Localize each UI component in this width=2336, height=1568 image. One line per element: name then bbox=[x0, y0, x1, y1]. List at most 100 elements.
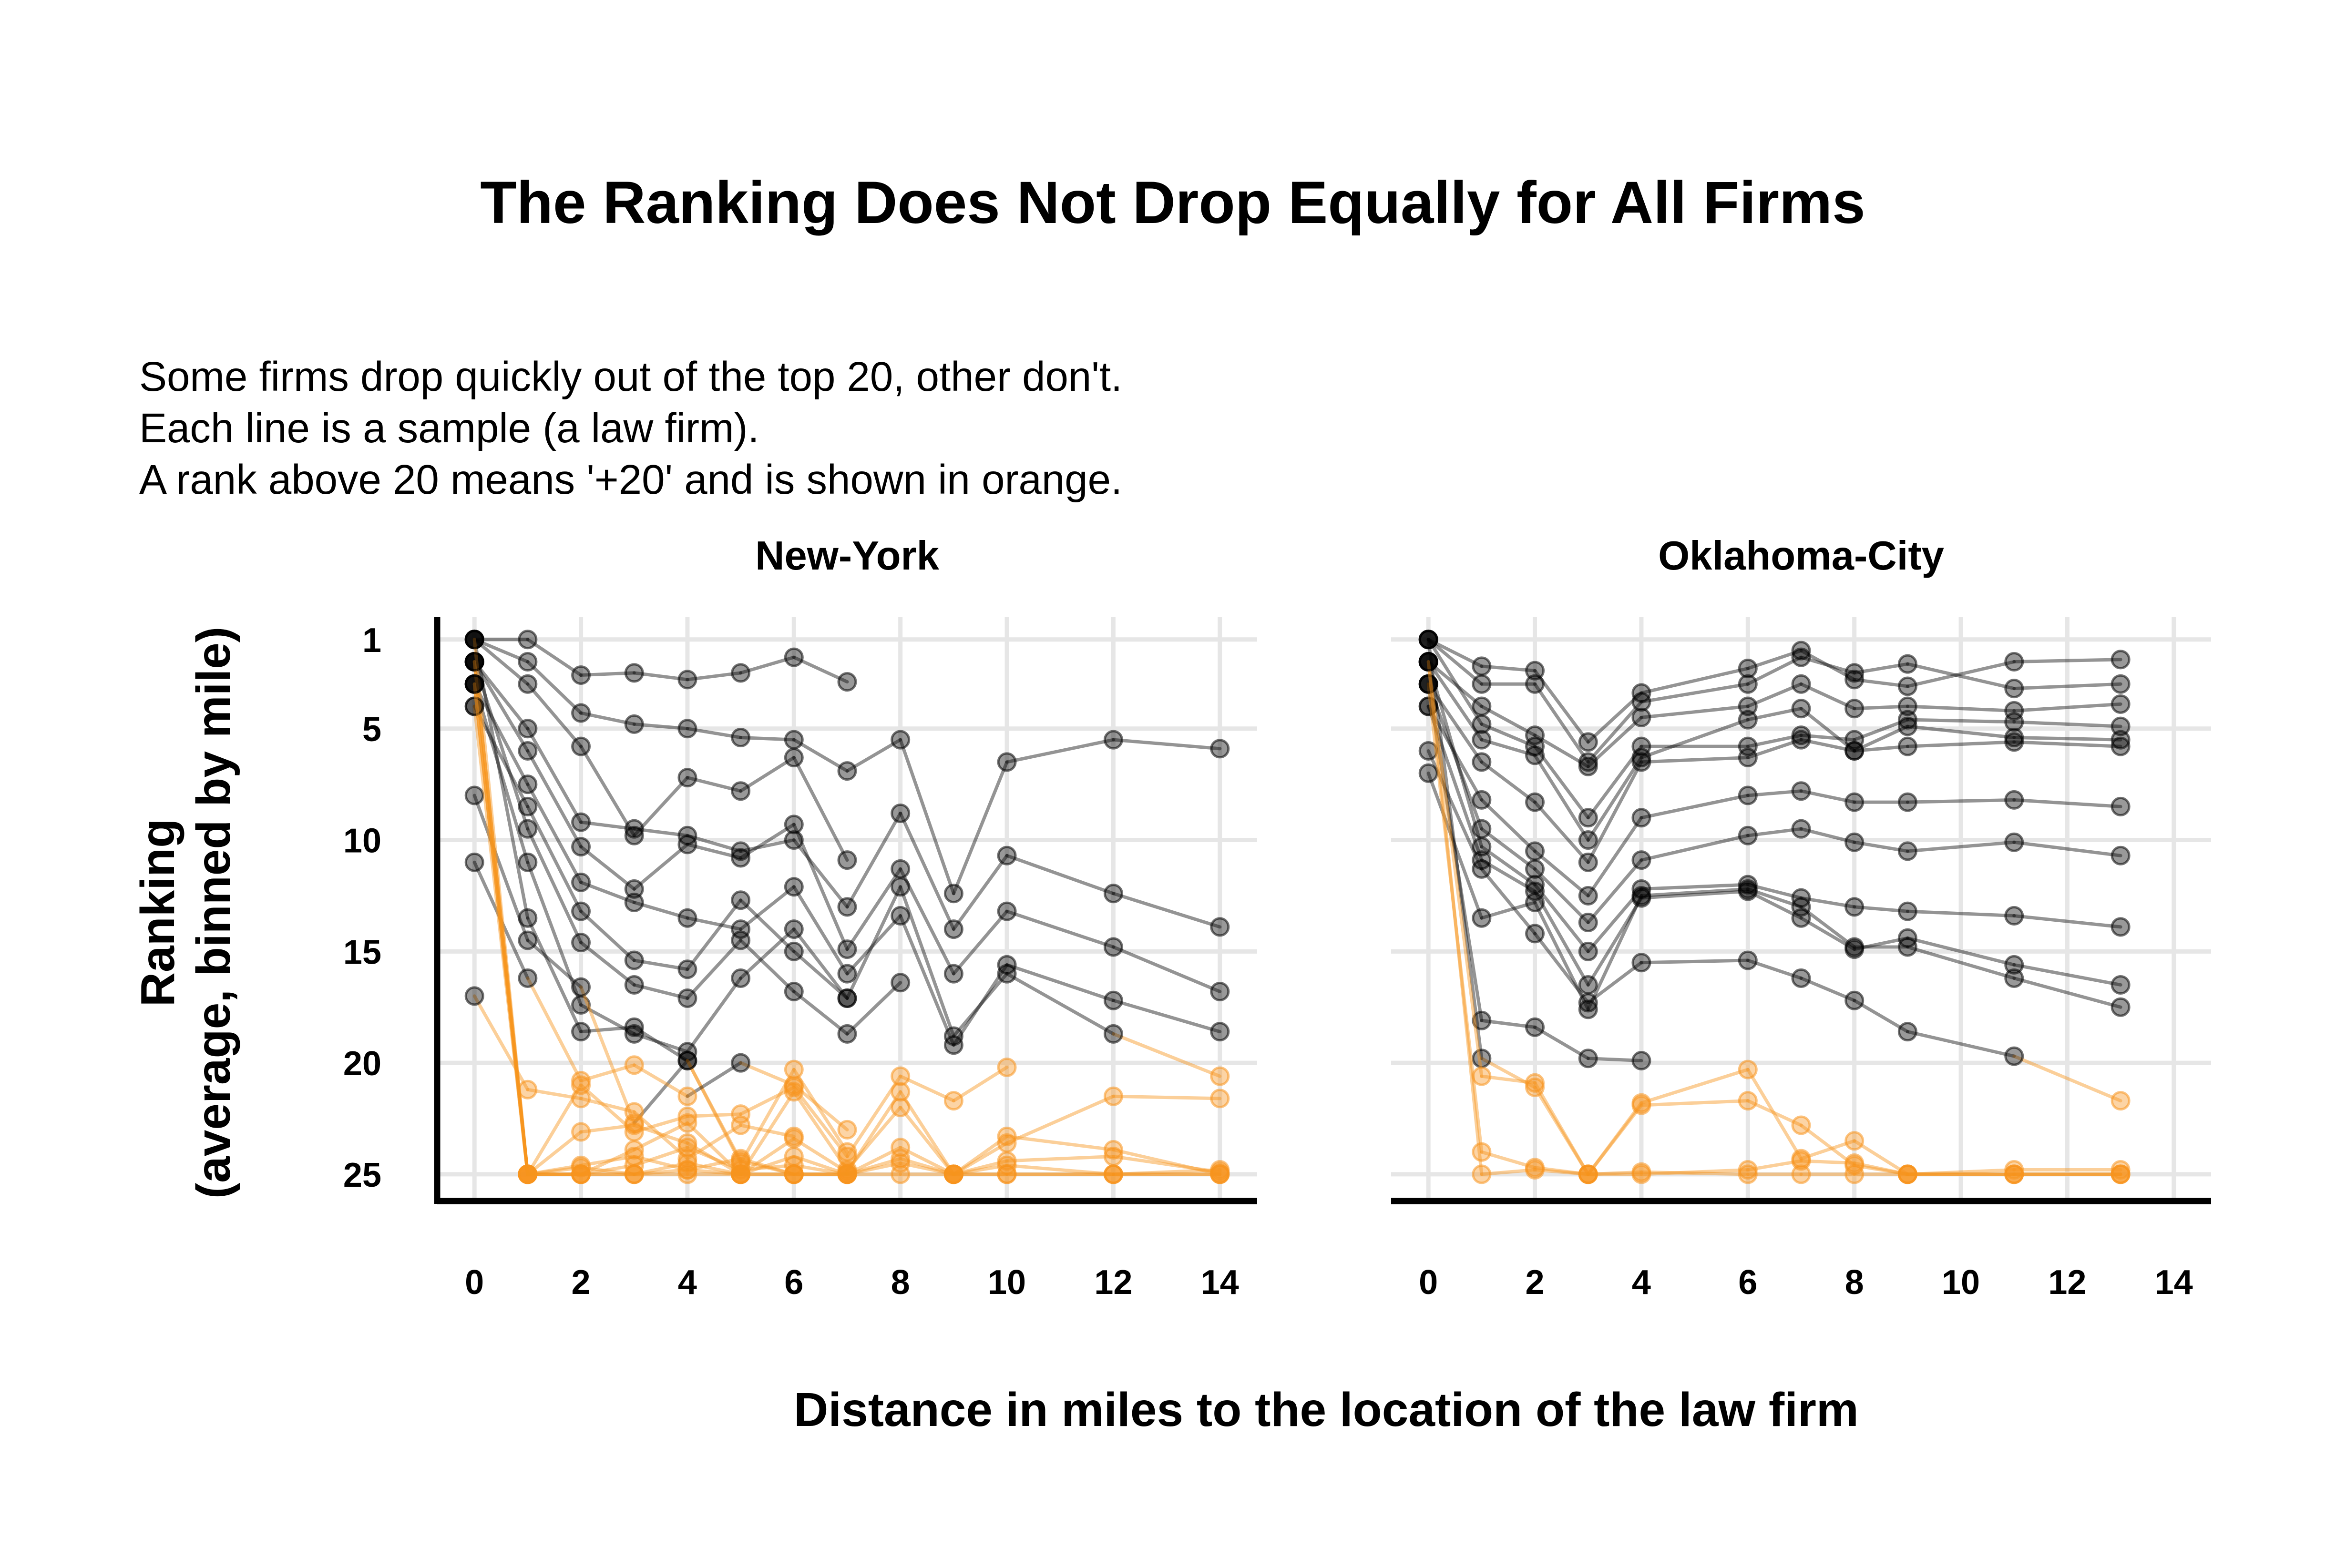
series-segment bbox=[579, 909, 636, 962]
data-point bbox=[891, 877, 911, 897]
series-segment bbox=[952, 1141, 1009, 1176]
series-segment bbox=[845, 914, 902, 976]
series-segment bbox=[1533, 883, 1590, 953]
series-segment bbox=[792, 838, 849, 909]
data-point bbox=[891, 859, 911, 879]
data-point bbox=[464, 630, 484, 650]
data-point bbox=[571, 872, 591, 892]
data-point bbox=[2111, 694, 2131, 714]
data-point bbox=[518, 819, 538, 839]
series-segment bbox=[1586, 1103, 1643, 1176]
data-point bbox=[1418, 674, 1438, 694]
data-point bbox=[1578, 1164, 1598, 1184]
x-tick-label: 0 bbox=[1419, 1263, 1438, 1302]
data-point bbox=[1578, 993, 1598, 1013]
data-point bbox=[677, 670, 697, 690]
series-segment bbox=[1533, 682, 1590, 764]
series-segment bbox=[1799, 707, 1856, 753]
series-segment bbox=[1586, 961, 1643, 1005]
series-segment bbox=[899, 1146, 955, 1176]
data-point bbox=[784, 1146, 804, 1166]
data-point bbox=[784, 748, 804, 768]
data-point bbox=[943, 884, 963, 904]
x-tick-label: 2 bbox=[572, 1263, 591, 1302]
series-segment bbox=[1005, 909, 1115, 949]
data-point bbox=[1631, 953, 1651, 973]
series-segment bbox=[1426, 660, 1484, 1078]
data-point bbox=[1791, 641, 1811, 661]
data-point bbox=[1631, 707, 1651, 727]
firm-series bbox=[464, 652, 1230, 939]
data-point bbox=[1844, 1164, 1865, 1184]
x-tick-label: 10 bbox=[988, 1263, 1026, 1302]
data-point bbox=[1525, 924, 1545, 944]
data-point bbox=[1525, 892, 1545, 912]
data-point bbox=[1791, 1115, 1811, 1135]
data-point bbox=[677, 908, 697, 928]
data-point bbox=[1525, 1160, 1545, 1180]
data-point bbox=[2004, 906, 2024, 926]
data-point bbox=[624, 1055, 644, 1075]
series-segment bbox=[739, 1137, 796, 1176]
data-point bbox=[1844, 663, 1865, 683]
data-point bbox=[731, 890, 751, 910]
series-segment bbox=[1906, 1030, 2016, 1058]
series-segment bbox=[739, 823, 796, 860]
data-point bbox=[1631, 1162, 1651, 1182]
data-point bbox=[1738, 659, 1758, 679]
series-segment bbox=[472, 660, 530, 1176]
data-point bbox=[571, 1022, 591, 1042]
data-point bbox=[571, 703, 591, 723]
data-point bbox=[997, 845, 1017, 865]
series-segment bbox=[1426, 704, 1484, 802]
series-segment bbox=[1533, 1081, 1590, 1176]
data-point bbox=[1738, 674, 1758, 694]
data-point bbox=[837, 1160, 857, 1180]
data-point bbox=[1844, 670, 1865, 690]
series-segment bbox=[1533, 932, 1590, 1005]
data-point bbox=[1897, 696, 1917, 716]
data-point bbox=[784, 815, 804, 835]
y-tick-label: 1 bbox=[362, 621, 381, 660]
data-point bbox=[731, 930, 751, 950]
data-point bbox=[2111, 796, 2131, 816]
series-segment bbox=[1480, 827, 1537, 871]
data-point bbox=[1897, 736, 1917, 756]
data-point bbox=[677, 959, 697, 979]
y-tick-label: 20 bbox=[343, 1045, 381, 1083]
series-segment bbox=[792, 989, 849, 1036]
data-point bbox=[891, 1082, 911, 1102]
series-segment bbox=[1746, 889, 1803, 920]
y-axis-title-line-1: Ranking bbox=[131, 819, 184, 1007]
data-point bbox=[518, 852, 538, 872]
series-segment bbox=[686, 1061, 743, 1098]
data-point bbox=[731, 968, 751, 988]
data-point bbox=[1738, 1091, 1758, 1111]
data-point bbox=[891, 973, 911, 993]
data-point bbox=[1631, 808, 1651, 828]
data-point bbox=[1738, 696, 1758, 716]
series-segment bbox=[845, 885, 902, 1000]
data-point bbox=[464, 785, 484, 805]
data-point bbox=[1525, 661, 1545, 681]
data-point bbox=[1844, 1131, 1865, 1151]
data-point bbox=[518, 719, 538, 739]
data-point bbox=[1578, 756, 1598, 776]
firm-series bbox=[464, 696, 1230, 1086]
series-segment bbox=[792, 738, 849, 773]
series-segment bbox=[739, 938, 796, 993]
data-point bbox=[1791, 730, 1811, 750]
series-segment bbox=[1533, 900, 1590, 1011]
series-segment bbox=[1639, 1068, 1750, 1105]
series-segment bbox=[2012, 740, 2122, 748]
data-point bbox=[518, 741, 538, 761]
series-segment bbox=[472, 638, 530, 686]
data-point bbox=[1844, 832, 1865, 852]
series-segment bbox=[1111, 1032, 1222, 1078]
x-tick-label: 14 bbox=[1201, 1263, 1239, 1302]
series-segment bbox=[899, 811, 955, 931]
data-point bbox=[1525, 792, 1545, 812]
data-point bbox=[1791, 1164, 1811, 1184]
data-point bbox=[518, 930, 538, 950]
